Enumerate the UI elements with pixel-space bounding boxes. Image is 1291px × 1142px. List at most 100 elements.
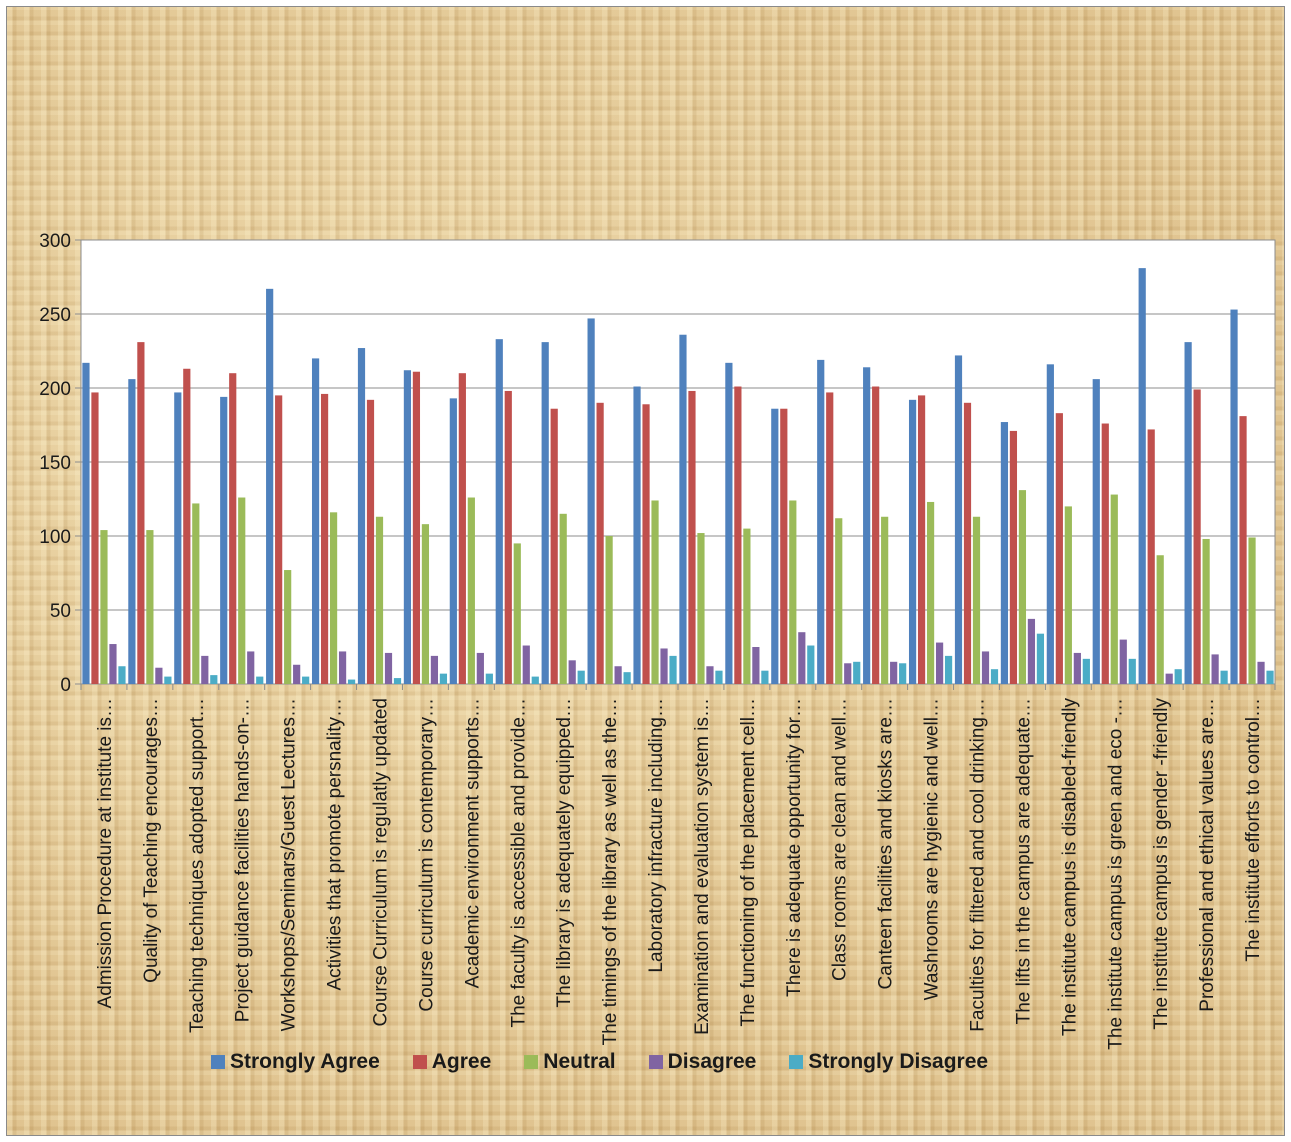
bar-strongly-agree-4 [220, 396, 228, 684]
chart-legend: Strongly Agree Agree Neutral Disagree Strong… [211, 1047, 1021, 1077]
legend-item: Strongly Disagree [789, 1050, 988, 1074]
bar-agree-3 [183, 368, 191, 684]
bar-strongly-agree-15 [725, 362, 733, 684]
x-category-label: The institute campus is gender -friendly [1151, 698, 1172, 1030]
x-category-label: Quality of Teaching encourages… [141, 698, 162, 983]
bar-disagree-16 [798, 632, 806, 684]
x-category-label: Class rooms are clean and well… [830, 698, 851, 981]
x-category-label: The institute campus is green and eco -… [1105, 698, 1126, 1050]
bar-agree-15 [734, 386, 742, 684]
legend-item: Agree [412, 1050, 492, 1074]
legend-item: Disagree [648, 1050, 757, 1074]
bar-agree-16 [780, 408, 788, 684]
bar-strongly-disagree-3 [210, 675, 218, 684]
bar-disagree-23 [1119, 639, 1127, 684]
bar-agree-6 [320, 393, 329, 684]
x-category-label: The timings of the library as well as th… [600, 698, 621, 1045]
bar-disagree-10 [522, 645, 530, 684]
bar-disagree-15 [752, 647, 760, 684]
bar-strongly-agree-16 [771, 408, 779, 684]
y-tick-label: 0 [60, 675, 71, 696]
bar-strongly-disagree-10 [531, 676, 539, 684]
bar-strongly-disagree-24 [1174, 669, 1182, 684]
bar-disagree-5 [293, 664, 301, 684]
bar-strongly-agree-17 [817, 359, 825, 684]
bar-strongly-disagree-8 [439, 673, 448, 684]
bar-neutral-16 [789, 500, 797, 684]
bar-strongly-disagree-11 [577, 670, 585, 684]
bar-strongly-agree-7 [357, 348, 366, 684]
bar-neutral-6 [329, 512, 338, 684]
x-category-label: Academic environment supports… [462, 698, 483, 988]
y-tick-label: 200 [39, 379, 71, 400]
bar-agree-8 [412, 371, 421, 684]
bar-agree-13 [642, 404, 650, 684]
x-category-label: Course curriculum is contemporary… [416, 698, 437, 1012]
bar-disagree-26 [1257, 661, 1265, 684]
bar-neutral-21 [1018, 490, 1027, 684]
bar-strongly-agree-11 [541, 342, 549, 684]
bar-agree-11 [550, 408, 558, 684]
bar-strongly-disagree-21 [1036, 633, 1045, 684]
bar-neutral-7 [375, 516, 384, 684]
bar-neutral-10 [513, 543, 521, 684]
x-category-label: Faculties for filtered and cool drinking… [968, 698, 989, 1032]
bar-strongly-agree-13 [633, 386, 641, 684]
bar-strongly-disagree-12 [623, 672, 631, 684]
bar-disagree-1 [109, 644, 117, 684]
bar-agree-1 [91, 392, 99, 684]
x-category-label: Professional and ethical values are… [1197, 698, 1218, 1012]
bar-strongly-agree-18 [863, 367, 871, 684]
bar-neutral-18 [881, 516, 889, 684]
x-category-label: Examination and evaluation system is… [692, 698, 713, 1035]
x-category-label: Laboratory infracture including… [646, 698, 667, 973]
bar-strongly-disagree-17 [853, 661, 861, 684]
x-category-label: The functioning of the placement cell… [738, 698, 759, 1026]
x-category-label: Project guidance facilities hands-on-… [233, 698, 254, 1022]
bar-neutral-24 [1156, 555, 1164, 684]
bar-strongly-agree-19 [908, 399, 917, 684]
bar-disagree-21 [1027, 618, 1036, 684]
bar-neutral-8 [421, 524, 430, 684]
bar-agree-12 [596, 402, 604, 684]
bar-strongly-disagree-4 [256, 676, 264, 684]
bar-strongly-disagree-16 [807, 645, 815, 684]
bar-disagree-4 [247, 651, 255, 684]
y-tick-label: 300 [39, 231, 71, 252]
bar-disagree-2 [155, 667, 163, 684]
bar-strongly-disagree-5 [302, 676, 310, 684]
bar-agree-22 [1055, 413, 1063, 684]
x-category-label: The institute campus is disabled-friendl… [1059, 698, 1080, 1036]
bar-neutral-12 [605, 536, 613, 684]
bar-agree-17 [826, 392, 834, 684]
bar-disagree-13 [660, 648, 668, 684]
x-category-label: Washrooms are hygienic and well… [922, 698, 943, 1000]
x-category-label: Course Curriculum is regulatly updated [371, 698, 392, 1026]
bar-strongly-disagree-6 [347, 679, 356, 684]
bar-agree-24 [1147, 429, 1155, 684]
bar-agree-21 [1009, 430, 1018, 684]
legend-label: Disagree [667, 1050, 757, 1073]
bar-strongly-disagree-2 [164, 676, 172, 684]
bar-disagree-22 [1073, 652, 1081, 684]
x-category-label: Workshops/Seminars/Guest Lectures… [279, 698, 300, 1031]
y-tick-label: 250 [39, 305, 71, 326]
bar-neutral-14 [697, 533, 705, 684]
legend-label: Agree [431, 1050, 492, 1073]
bar-strongly-agree-14 [679, 334, 687, 684]
bar-disagree-8 [430, 655, 439, 684]
x-category-label: Teaching techniques adopted support… [187, 698, 208, 1033]
bar-disagree-20 [981, 651, 990, 684]
legend-swatch [524, 1055, 539, 1069]
y-tick-label: 100 [39, 527, 71, 548]
bar-agree-10 [504, 390, 512, 684]
y-tick-label: 50 [50, 601, 71, 622]
bar-agree-2 [137, 342, 145, 684]
bar-neutral-25 [1202, 538, 1210, 684]
legend-label: Strongly Disagree [808, 1050, 989, 1073]
legend-item: Strongly Agree [211, 1050, 380, 1074]
bar-agree-9 [458, 373, 466, 684]
bar-strongly-agree-12 [587, 318, 595, 684]
bar-strongly-disagree-13 [669, 655, 677, 684]
bar-strongly-agree-5 [266, 288, 274, 684]
